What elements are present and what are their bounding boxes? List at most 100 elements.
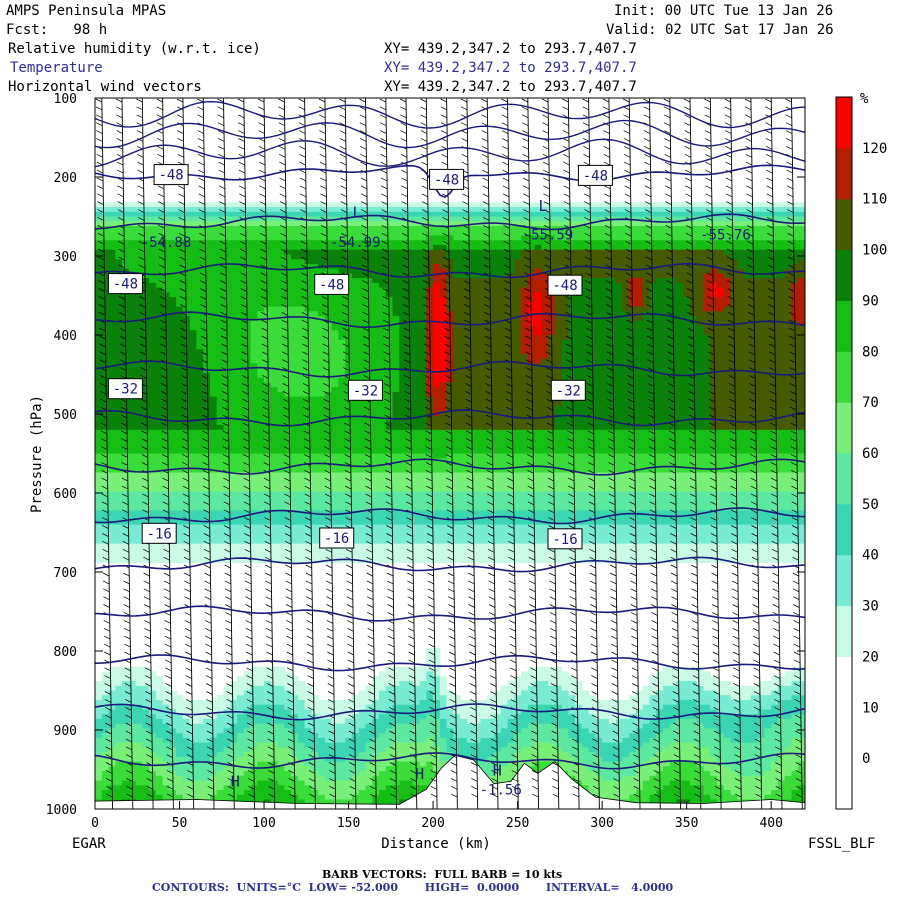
rh-cell: [406, 538, 414, 545]
rh-cell: [304, 254, 312, 260]
rh-cell: [379, 790, 387, 796]
rh-cell: [203, 244, 211, 251]
rh-cell: [122, 415, 130, 421]
rh-cell: [345, 211, 353, 218]
rh-cell: [115, 681, 123, 687]
rh-cell: [345, 557, 353, 564]
rh-cell: [345, 747, 353, 753]
rh-cell: [135, 249, 143, 255]
rh-cell: [338, 515, 346, 521]
rh-cell: [142, 747, 150, 753]
rh-cell: [291, 249, 299, 255]
rh-cell: [237, 515, 245, 521]
rh-cell: [128, 202, 137, 208]
rh-cell: [210, 268, 218, 274]
rh-cell: [115, 666, 123, 673]
rh-cell: [250, 292, 258, 298]
rh-cell: [345, 249, 353, 255]
rh-cell: [352, 704, 360, 710]
rh-cell: [95, 372, 103, 379]
rh-cell: [230, 420, 238, 426]
rh-cell: [203, 425, 211, 431]
rh-cell: [318, 297, 326, 303]
rh-cell: [392, 382, 400, 388]
rh-cell: [155, 718, 164, 725]
rh-cell: [169, 481, 177, 488]
rh-cell: [318, 249, 326, 255]
rh-cell: [210, 249, 218, 255]
rh-cell: [128, 714, 137, 720]
rh-cell: [379, 543, 387, 549]
rh-cell: [412, 292, 421, 298]
rh-cell: [95, 496, 103, 502]
rh-cell: [230, 358, 238, 364]
rh-cell: [412, 747, 421, 753]
rh-cell: [257, 415, 265, 421]
rh-cell: [372, 425, 380, 431]
rh-cell: [345, 467, 353, 473]
rh-cell: [311, 534, 319, 540]
rh-cell: [392, 444, 400, 450]
rh-cell: [189, 287, 198, 293]
rh-cell: [189, 463, 198, 469]
rh-cell: [284, 396, 292, 402]
rh-cell: [291, 704, 299, 710]
rh-cell: [169, 510, 177, 516]
rh-cell: [203, 529, 211, 535]
rh-cell: [331, 254, 340, 260]
rh-cell: [243, 752, 252, 758]
rh-cell: [223, 377, 231, 383]
rh-cell: [149, 718, 157, 725]
rh-cell: [297, 301, 306, 308]
rh-cell: [122, 756, 130, 763]
rh-cell: [210, 240, 218, 246]
rh-cell: [95, 463, 103, 469]
rh-cell: [352, 737, 360, 744]
rh-cell: [237, 463, 245, 469]
rh-cell: [392, 249, 400, 255]
rh-cell: [270, 463, 279, 469]
rh-cell: [338, 496, 346, 502]
rh-cell: [291, 358, 299, 364]
rh-cell: [101, 491, 110, 497]
rh-cell: [284, 529, 292, 535]
rh-cell: [243, 377, 252, 383]
rh-cell: [372, 681, 380, 687]
rh-cell: [223, 714, 231, 720]
rh-cell: [142, 491, 150, 497]
rh-cell: [291, 524, 299, 530]
rh-cell: [257, 439, 265, 445]
rh-cell: [128, 339, 137, 345]
rh-cell: [155, 325, 164, 331]
rh-cell: [237, 429, 245, 436]
rh-cell: [338, 325, 346, 331]
rh-cell: [392, 226, 400, 232]
rh-cell: [216, 401, 225, 407]
rh-cell: [297, 780, 306, 786]
rh-cell: [392, 287, 400, 293]
rh-cell: [352, 249, 360, 255]
rh-cell: [95, 325, 103, 331]
rh-cell: [149, 463, 157, 469]
rh-cell: [250, 500, 258, 507]
rh-cell: [216, 268, 225, 274]
rh-cell: [122, 372, 130, 379]
rh-cell: [115, 458, 123, 464]
rh-cell: [128, 226, 137, 232]
rh-cell: [304, 434, 312, 440]
rh-cell: [216, 538, 225, 545]
rh-cell: [318, 761, 326, 767]
rh-cell: [324, 714, 333, 720]
rh-cell: [115, 207, 123, 213]
rh-cell: [379, 363, 387, 369]
rh-cell: [128, 718, 137, 725]
rh-cell: [406, 434, 414, 440]
rh-cell: [189, 529, 198, 535]
rh-cell: [155, 387, 164, 393]
rh-cell: [142, 278, 150, 284]
rh-cell: [345, 496, 353, 502]
rh-cell: [379, 794, 387, 801]
rh-cell: [304, 244, 312, 251]
rh-cell: [277, 282, 285, 289]
rh-cell: [338, 557, 346, 564]
